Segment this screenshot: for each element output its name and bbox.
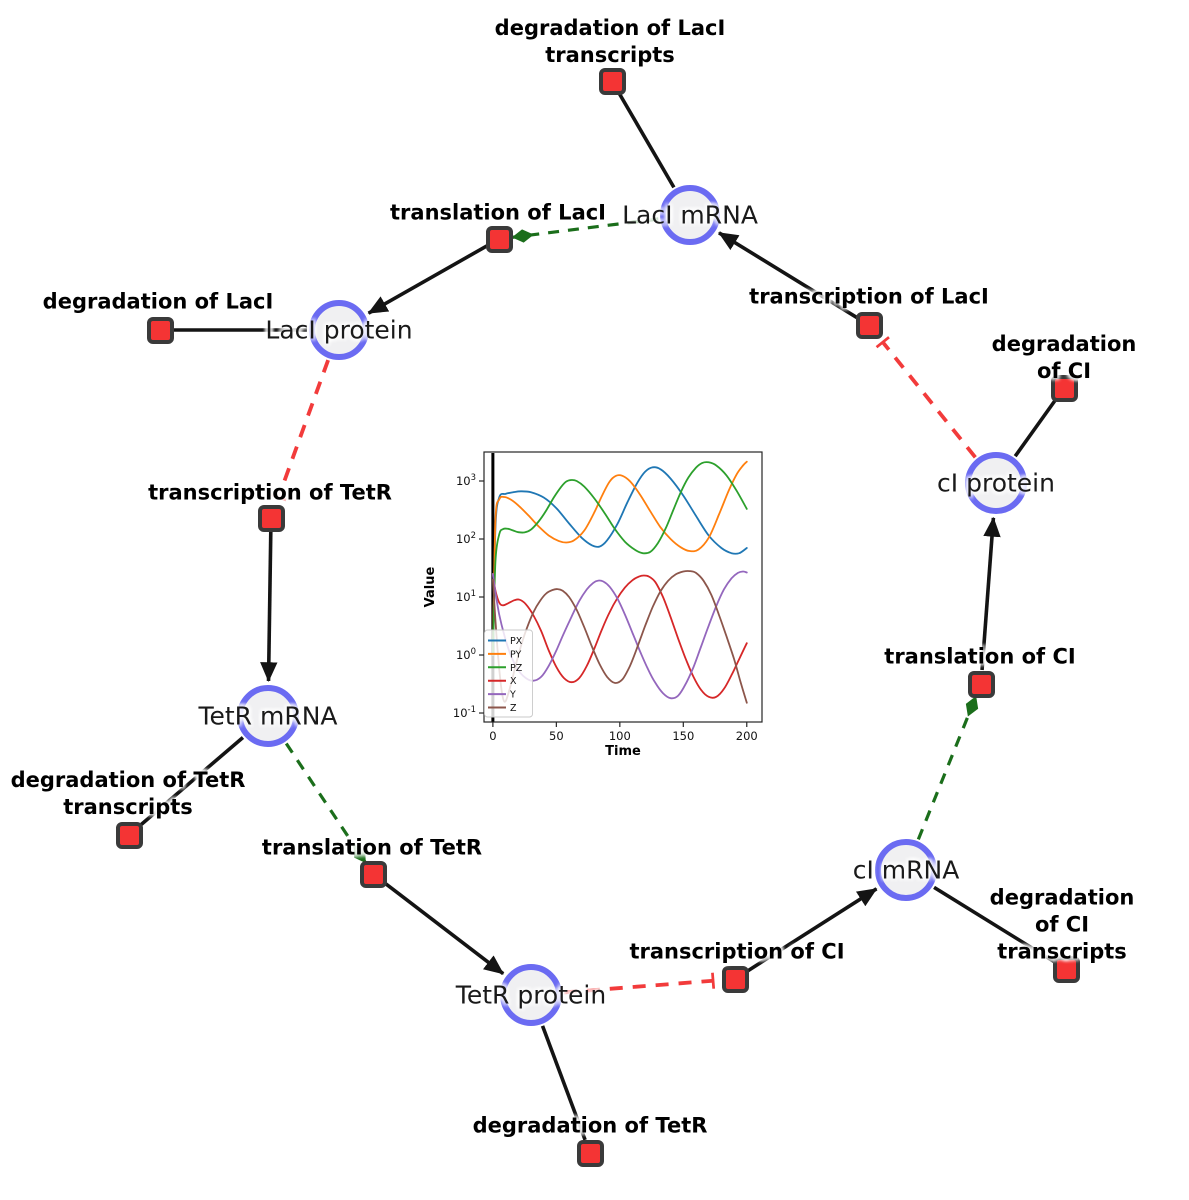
edge-production-tl_tetr-to-tetr_protein <box>383 881 505 976</box>
chart-legend-label: Y <box>509 690 516 701</box>
time-series-chart: 0 50 100 150 20010-1100101102103TimeValuePXP… <box>423 451 763 759</box>
chart-x-tick-label: 100 <box>609 729 631 743</box>
chart-series-PY <box>492 460 748 656</box>
edge-modifier-tetr_mrna-to-tl_tetr <box>284 742 368 865</box>
chart-legend-label: PZ <box>510 663 523 674</box>
simulation-inset: 0 50 100 150 200 10-1 100 101 102 103 Time Value PX P… <box>420 438 780 768</box>
chart-legend-label: PY <box>510 649 522 660</box>
chart-x-tick-label: 0 <box>489 729 496 743</box>
reaction-node-tx_tetr[interactable] <box>257 504 285 532</box>
species-node-laci_protein[interactable] <box>309 300 369 360</box>
reaction-node-deg_tetr[interactable] <box>576 1139 604 1167</box>
reaction-node-deg_ci_tx[interactable] <box>1052 955 1080 983</box>
chart-x-tick-label: 200 <box>736 729 758 743</box>
chart-y-tick-label: 101 <box>456 589 476 604</box>
chart-x-tick-label: 150 <box>672 729 694 743</box>
edge-consumption-tetr_protein-to-deg_tetr <box>540 1025 587 1141</box>
reaction-node-tl_tetr[interactable] <box>359 860 387 888</box>
chart-legend-label: Z <box>510 703 517 714</box>
chart-y-tick-label: 10-1 <box>453 705 476 720</box>
edge-modifier-laci_mrna-to-tl_laci <box>511 217 659 243</box>
chart-y-tick-label: 100 <box>456 647 476 662</box>
edge-production-tx_ci-to-ci_mrna <box>745 887 878 973</box>
edge-production-tx_laci-to-laci_mrna <box>718 231 859 320</box>
chart-legend: PX PY PZ XYZ <box>484 629 533 718</box>
chart-ylabel: Value <box>423 566 438 607</box>
reaction-node-tx_ci[interactable] <box>721 965 749 993</box>
chart-legend-label: X <box>510 676 517 687</box>
chart-series-PX <box>492 466 748 656</box>
edge-production-tl_laci-to-laci_protein <box>367 244 488 315</box>
chart-series-PZ <box>492 461 748 656</box>
chart-legend-label: PX <box>510 636 523 647</box>
chart-series-X <box>492 573 748 699</box>
edge-modifier-ci_mrna-to-tl_ci <box>916 695 979 840</box>
edge-consumption-ci_mrna-to-deg_ci_tx <box>933 885 1056 964</box>
reaction-node-deg_laci[interactable] <box>146 316 174 344</box>
edge-consumption-laci_mrna-to-deg_laci_tx <box>617 92 676 189</box>
reaction-node-tl_laci[interactable] <box>485 225 513 253</box>
reaction-node-tl_ci[interactable] <box>967 670 995 698</box>
reaction-node-deg_tetr_tx[interactable] <box>115 821 143 849</box>
chart-y-tick-label: 103 <box>456 473 476 488</box>
reaction-node-deg_laci_tx[interactable] <box>598 67 626 95</box>
species-node-tetr_mrna[interactable] <box>237 685 299 747</box>
species-node-tetr_protein[interactable] <box>500 964 562 1026</box>
reaction-node-deg_ci[interactable] <box>1050 374 1078 402</box>
edge-inhibition-laci_protein-to-tx_tetr <box>270 359 330 502</box>
edge-production-tx_tetr-to-tetr_mrna <box>260 531 278 682</box>
edge-production-tl_ci-to-ci_protein <box>980 516 1001 671</box>
edge-inhibition-tetr_protein-to-tx_ci <box>563 972 716 995</box>
chart-xlabel: Time <box>605 744 641 759</box>
reaction-node-tx_laci[interactable] <box>855 311 883 339</box>
species-node-laci_mrna[interactable] <box>660 185 720 245</box>
edge-inhibition-ci_protein-to-tx_laci <box>875 336 977 459</box>
chart-x-tick-label: 50 <box>549 729 564 743</box>
chart-y-tick-label: 102 <box>456 531 476 546</box>
edge-consumption-tetr_mrna-to-deg_tetr_tx <box>138 736 245 828</box>
species-node-ci_mrna[interactable] <box>875 839 937 901</box>
edge-consumption-ci_protein-to-deg_ci <box>1013 398 1058 458</box>
species-node-ci_protein[interactable] <box>965 452 1027 514</box>
